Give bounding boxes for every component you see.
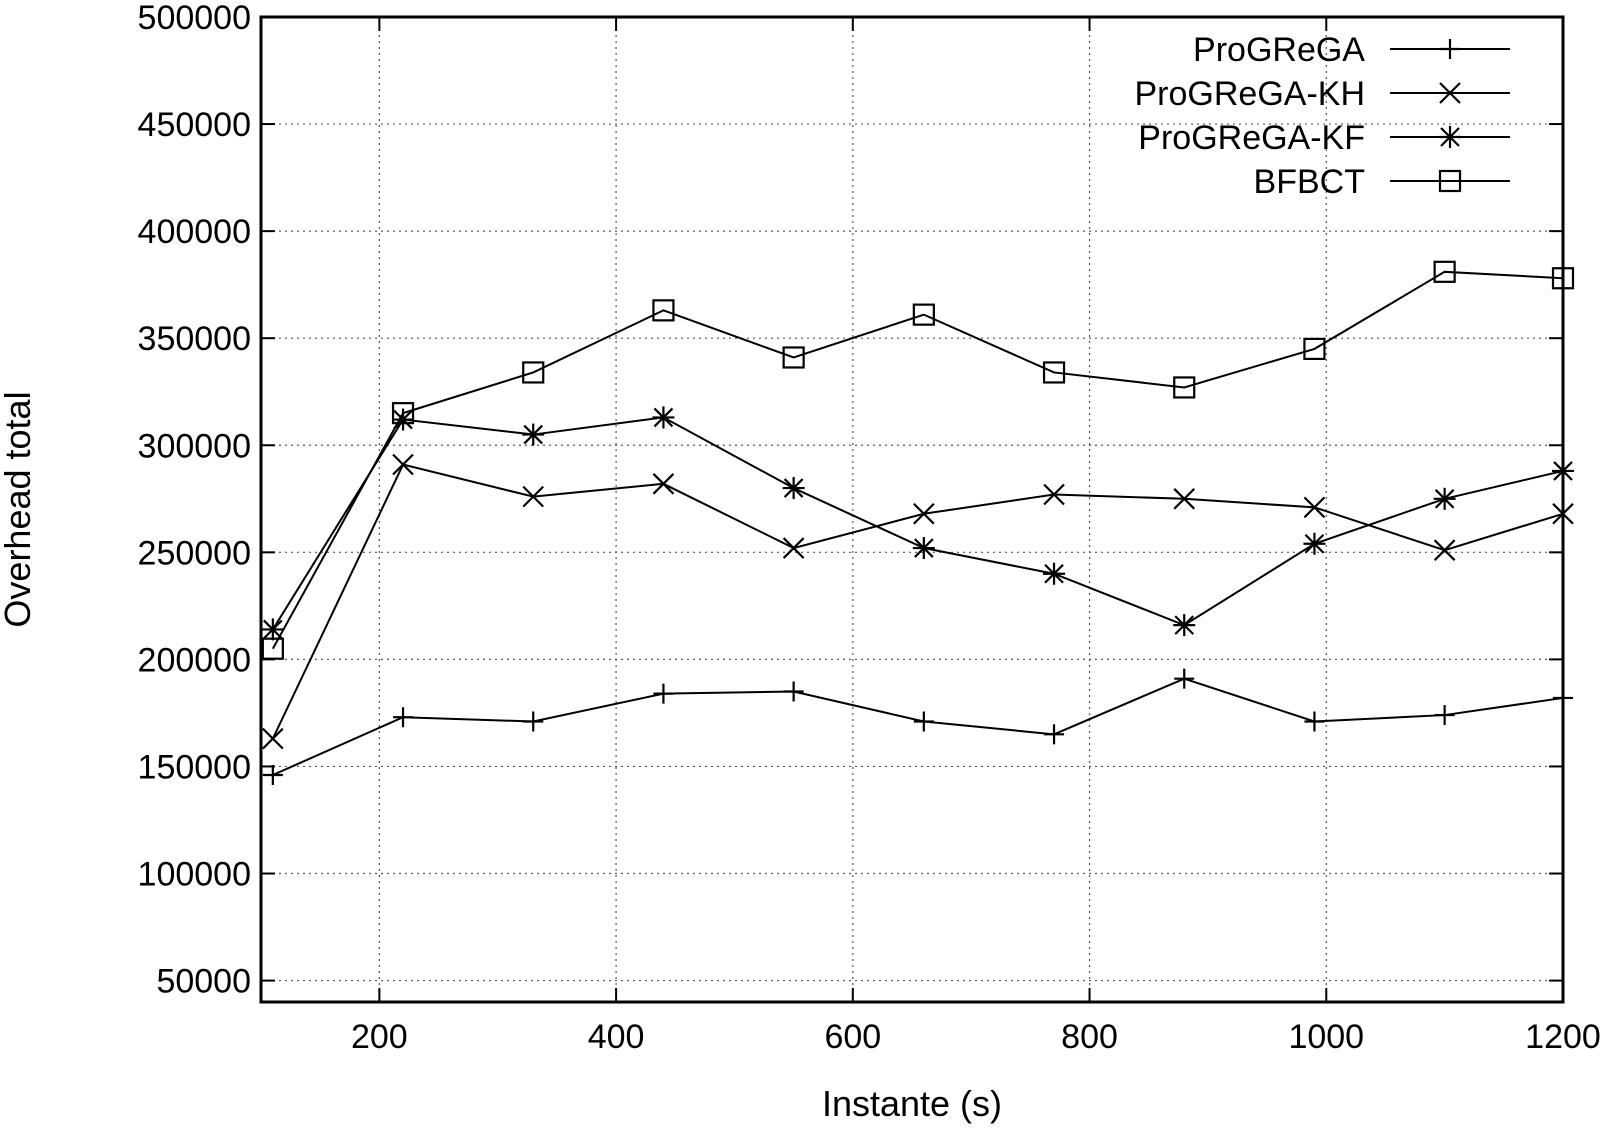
data-point [652,473,675,495]
x-tick-label: 400 [588,1018,645,1056]
legend-label: BFBCT [1254,163,1365,201]
grid [261,17,1563,1002]
legend-entry: ProGReGA [1193,31,1510,69]
legend-marker [1439,82,1461,104]
series-progrega [262,668,1573,786]
data-point [782,537,805,559]
data-point [1434,705,1455,726]
data-point [912,303,935,326]
plot-frame [259,15,1565,1004]
legend-entry: ProGReGA-KH [1135,75,1510,113]
data-point [913,503,935,525]
data-point [522,423,545,446]
legend-entry: BFBCT [1254,163,1510,201]
y-tick-label: 300000 [138,427,251,465]
legend-label: ProGReGA-KH [1135,75,1366,113]
data-point [783,681,804,702]
data-point [912,537,935,560]
legend-entry: ProGReGA-KF [1138,119,1510,157]
x-tick-label: 200 [351,1018,408,1056]
data-point [653,683,674,704]
y-axis-label: Overhead total [0,391,38,627]
data-point [652,406,675,429]
x-tick-label: 1000 [1288,1018,1364,1056]
series-line [272,677,1564,776]
y-tick-label: 100000 [138,856,251,894]
series-line [271,416,1564,630]
y-tick-label: 250000 [138,534,251,572]
x-axis-label: Instante (s) [822,1083,1002,1124]
data-point [1304,711,1325,732]
x-tick-label: 800 [1061,1018,1118,1056]
data-point [1303,532,1326,555]
data-point [1044,724,1065,745]
data-point [652,299,675,322]
y-tick-label: 50000 [156,963,251,1001]
data-point [1433,487,1456,510]
axis-ticks: 200 400 600 800 1000 1200 50000 100000 150000 200… [138,0,1600,1056]
series-layer [261,260,1575,786]
legend: ProGReGA ProGReGA-KH ProGReGA-KF BFBCT [1135,31,1510,201]
data-point [782,346,805,369]
series-line [271,270,1564,650]
legend-label: ProGReGA [1193,31,1365,69]
data-point [262,727,284,750]
data-point [522,361,545,384]
series-bfbct [261,260,1575,660]
data-point [523,711,544,732]
y-tick-label: 200000 [138,641,251,679]
data-point [262,765,283,786]
data-point [1043,483,1065,506]
y-tick-label: 450000 [138,106,251,144]
data-point [393,707,414,728]
x-tick-label: 600 [824,1018,881,1056]
data-point [522,485,545,508]
data-point [1173,376,1196,399]
data-point [392,453,414,476]
x-tick-label: 1200 [1525,1018,1600,1056]
data-point [261,618,284,641]
data-point [1174,668,1195,689]
data-point [1303,496,1326,519]
series-progrega-kf [261,406,1574,641]
y-tick-label: 400000 [138,213,251,251]
data-point [913,711,934,732]
data-point [782,477,805,500]
legend-marker [1440,39,1460,59]
series-line [271,463,1564,740]
data-point [1173,488,1196,510]
data-point [1433,260,1456,283]
legend-marker [1438,169,1462,193]
data-point [391,402,415,425]
data-point [1173,614,1196,637]
y-tick-label: 150000 [138,748,251,786]
legend-marker [1439,126,1461,148]
data-point [1433,539,1456,561]
series-progrega-kh [262,453,1574,750]
data-point [1043,562,1066,585]
y-tick-label: 350000 [138,320,251,358]
legend-label: ProGReGA-KF [1138,119,1365,157]
y-tick-label: 500000 [138,0,251,37]
data-point [1042,361,1066,384]
data-point [1303,337,1326,361]
